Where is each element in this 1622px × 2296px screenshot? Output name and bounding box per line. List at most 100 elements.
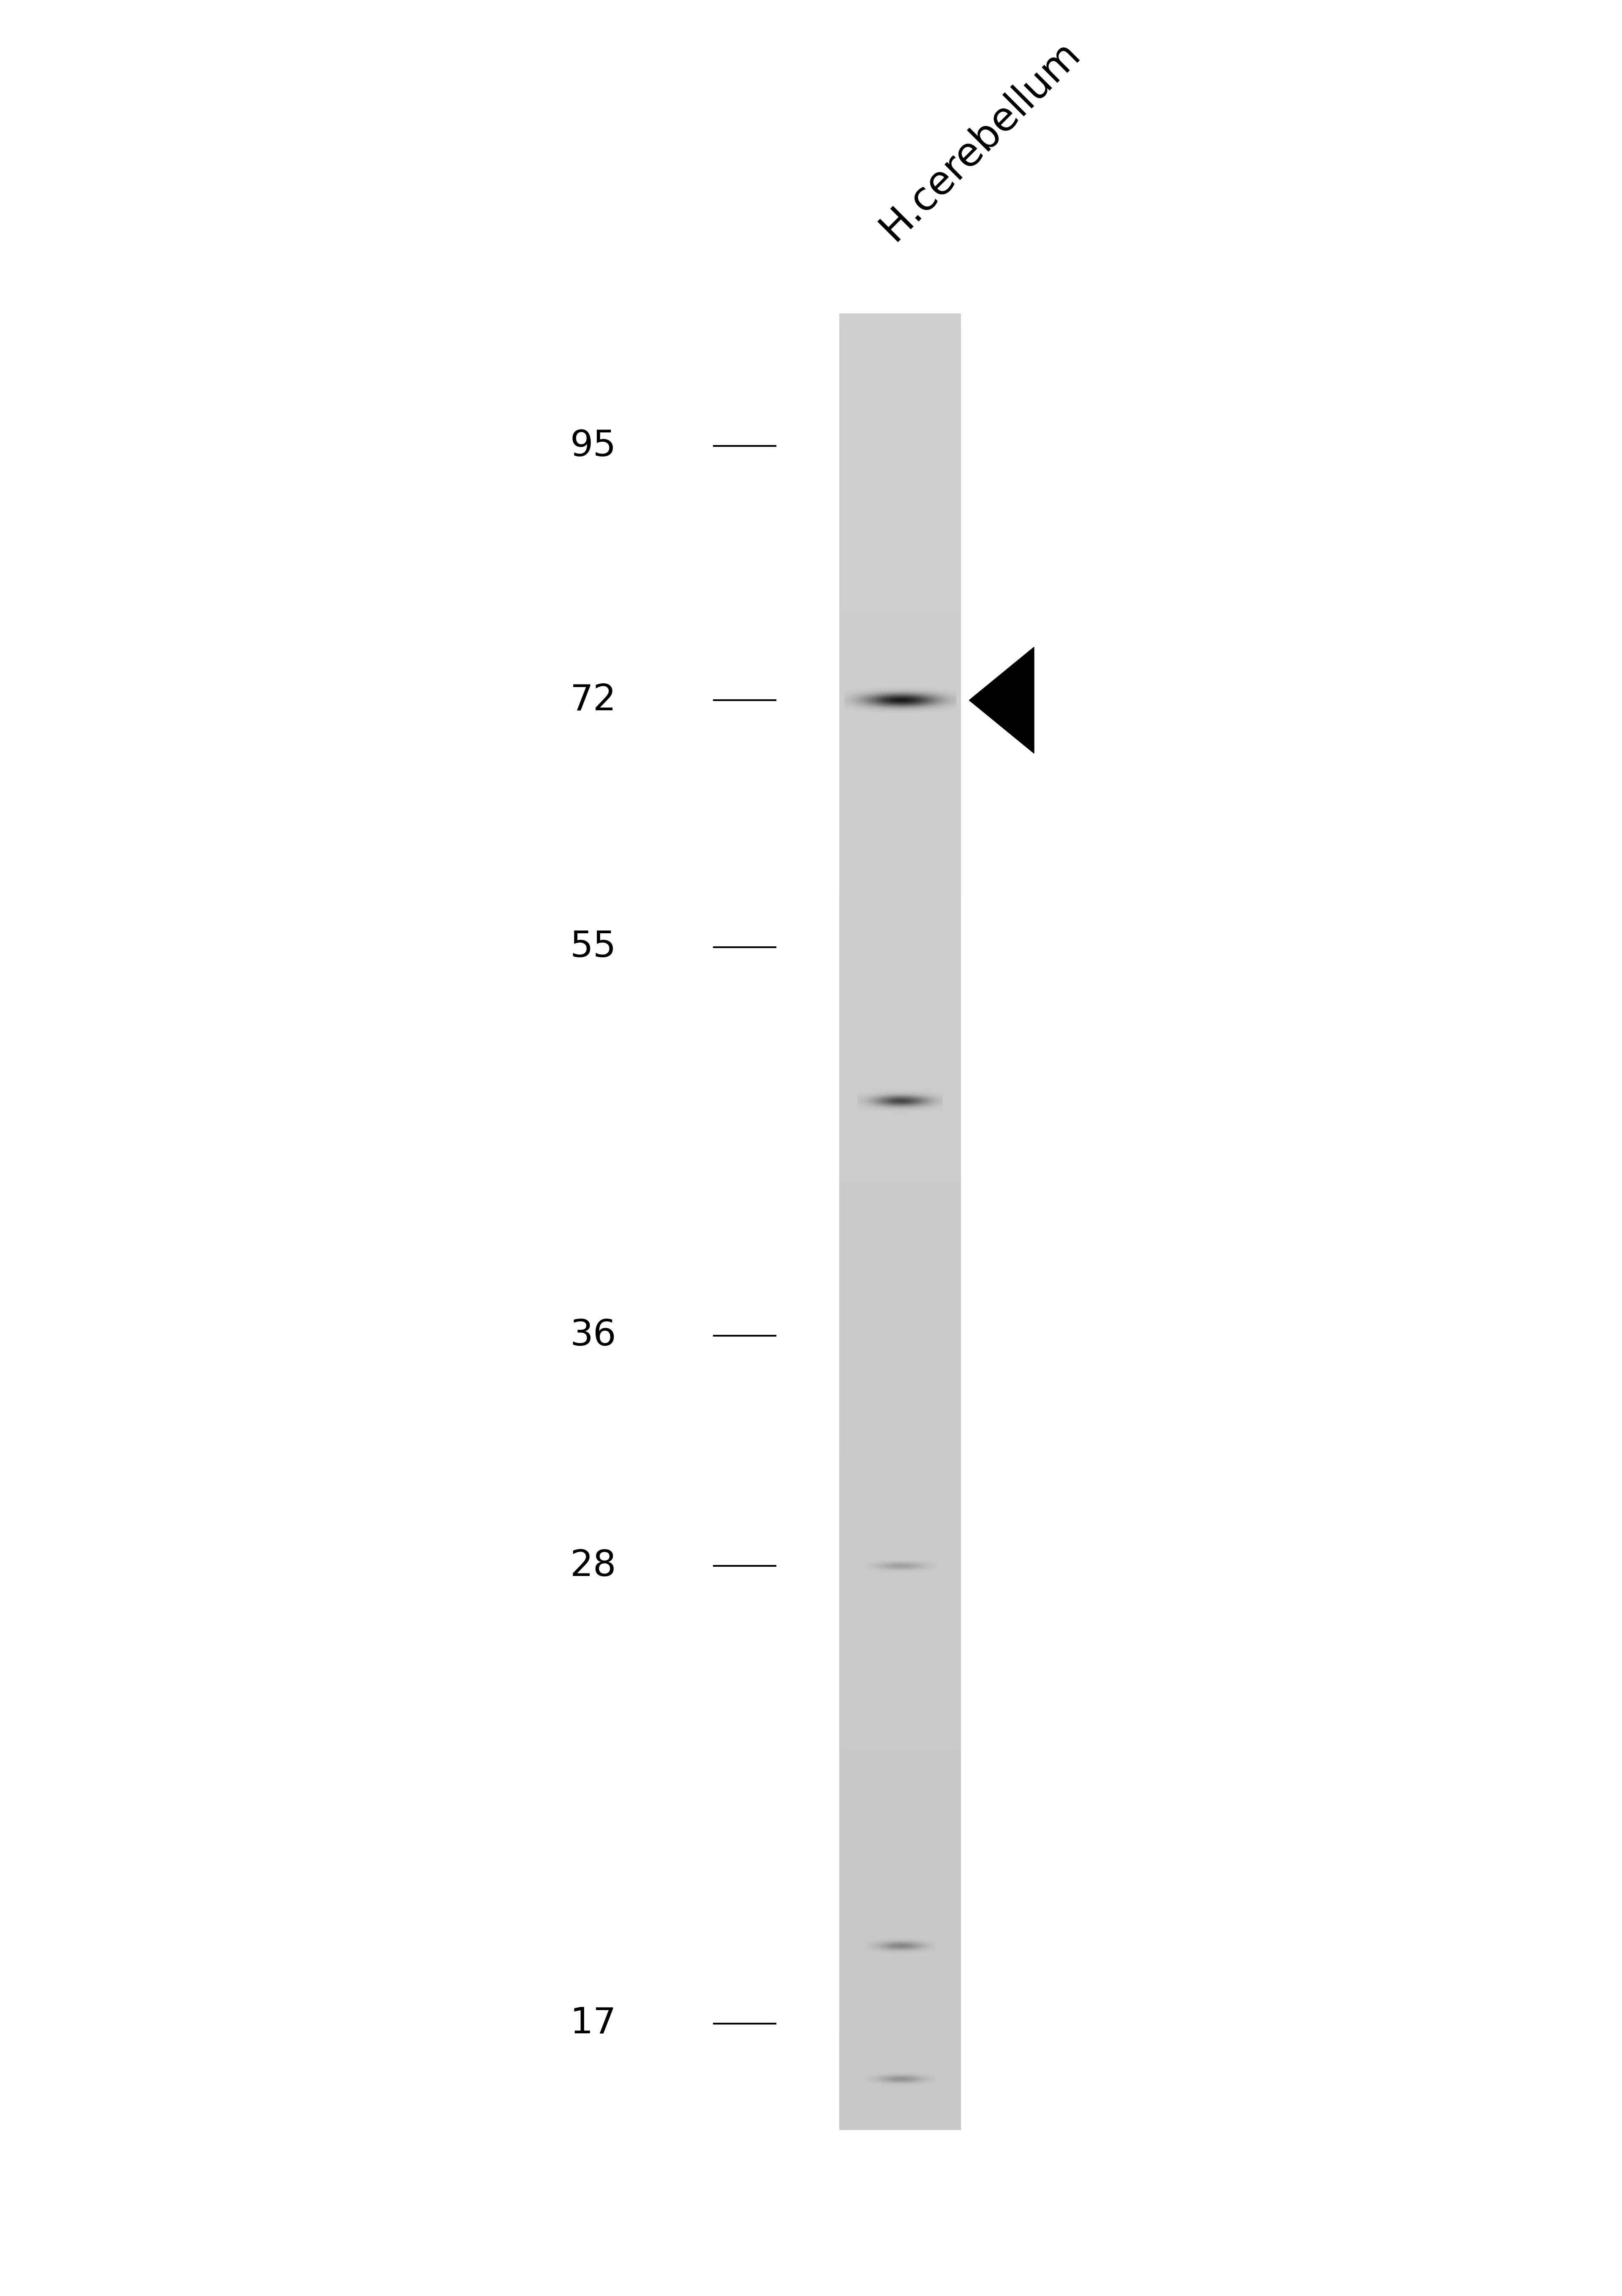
Bar <box>840 985 960 992</box>
Bar <box>840 1573 960 1580</box>
Bar <box>840 537 960 544</box>
Bar <box>840 918 960 925</box>
Bar <box>840 1318 960 1325</box>
Bar <box>840 804 960 810</box>
Bar <box>840 1359 960 1368</box>
Polygon shape <box>970 647 1035 753</box>
Bar <box>840 1384 960 1391</box>
Bar <box>840 1984 960 1991</box>
Bar <box>840 1880 960 1887</box>
Bar <box>840 1644 960 1651</box>
Bar <box>840 944 960 951</box>
Bar <box>840 755 960 762</box>
Bar <box>840 1511 960 1518</box>
Bar <box>840 1410 960 1417</box>
Bar <box>840 1355 960 1362</box>
Bar <box>840 1210 960 1217</box>
Bar <box>840 2099 960 2105</box>
Bar <box>840 489 960 496</box>
Bar <box>840 2117 960 2124</box>
Bar <box>840 507 960 514</box>
Bar <box>840 1603 960 1609</box>
Bar <box>840 1910 960 1917</box>
Bar <box>840 1251 960 1258</box>
Bar <box>840 1862 960 1869</box>
Bar <box>840 1288 960 1295</box>
Bar <box>840 544 960 551</box>
Bar <box>840 448 960 455</box>
Bar <box>840 978 960 987</box>
Bar <box>840 1111 960 1120</box>
Bar <box>840 859 960 866</box>
Bar <box>840 1773 960 1779</box>
Bar <box>840 1258 960 1265</box>
Bar <box>840 762 960 769</box>
Bar <box>840 1130 960 1137</box>
Bar <box>840 393 960 400</box>
Bar <box>840 1692 960 1701</box>
Bar <box>840 2032 960 2039</box>
Bar <box>840 930 960 937</box>
Bar <box>840 1373 960 1380</box>
Bar <box>840 1832 960 1839</box>
Text: H.cerebellum: H.cerebellum <box>873 34 1088 248</box>
Bar <box>840 730 960 739</box>
Bar <box>840 829 960 836</box>
Bar <box>840 778 960 788</box>
Bar <box>840 2025 960 2034</box>
Bar <box>840 863 960 870</box>
Bar <box>840 1366 960 1373</box>
Bar <box>840 1596 960 1603</box>
Bar <box>840 1426 960 1435</box>
Bar <box>840 434 960 441</box>
Bar <box>840 315 960 321</box>
Bar <box>840 1440 960 1446</box>
Bar <box>840 319 960 326</box>
Bar <box>840 1396 960 1403</box>
Bar <box>840 338 960 344</box>
Bar <box>840 1378 960 1387</box>
Bar <box>840 611 960 618</box>
Bar <box>840 2069 960 2076</box>
Bar <box>840 1458 960 1465</box>
Bar <box>840 2105 960 2112</box>
Bar <box>840 1609 960 1616</box>
Bar <box>840 652 960 659</box>
Bar <box>840 1403 960 1410</box>
Bar <box>840 386 960 393</box>
Bar <box>840 1125 960 1132</box>
Bar <box>840 659 960 666</box>
Bar <box>840 514 960 521</box>
Bar <box>840 2062 960 2069</box>
Bar <box>840 1566 960 1573</box>
Bar <box>840 1947 960 1954</box>
Bar <box>840 797 960 806</box>
Bar <box>840 1584 960 1591</box>
Bar <box>840 1699 960 1706</box>
Bar <box>840 889 960 895</box>
Bar <box>840 1306 960 1313</box>
Bar <box>840 1917 960 1924</box>
Bar <box>840 1003 960 1010</box>
Bar <box>840 744 960 751</box>
Text: 55: 55 <box>569 930 616 964</box>
Bar <box>840 1724 960 1731</box>
Bar <box>840 356 960 363</box>
Bar <box>840 1658 960 1665</box>
Bar <box>840 581 960 588</box>
Bar <box>840 452 960 459</box>
Bar <box>840 416 960 422</box>
Bar <box>840 670 960 677</box>
Bar <box>840 1614 960 1621</box>
Bar <box>840 2087 960 2094</box>
Bar <box>840 556 960 563</box>
Bar <box>840 1052 960 1058</box>
Bar <box>840 1192 960 1199</box>
Bar <box>840 962 960 969</box>
Bar <box>840 974 960 980</box>
Bar <box>840 1688 960 1694</box>
Bar <box>840 1844 960 1851</box>
Bar <box>840 2057 960 2064</box>
Bar <box>840 1639 960 1646</box>
Bar <box>840 1711 960 1717</box>
